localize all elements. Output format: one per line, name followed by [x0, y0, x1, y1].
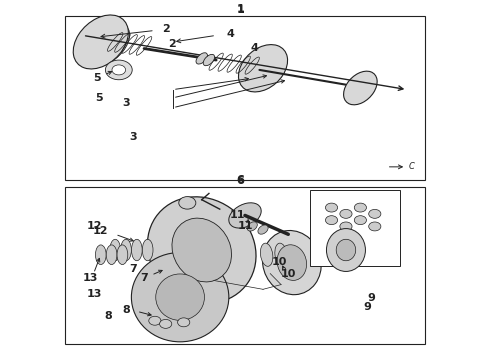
Text: 6: 6 — [236, 176, 244, 186]
Ellipse shape — [229, 203, 261, 228]
Text: 12: 12 — [93, 226, 108, 236]
Text: 4: 4 — [251, 43, 259, 53]
Ellipse shape — [368, 210, 381, 218]
Ellipse shape — [105, 60, 132, 80]
Ellipse shape — [149, 316, 161, 325]
Ellipse shape — [172, 218, 231, 282]
Text: 10: 10 — [271, 257, 287, 267]
Ellipse shape — [131, 252, 229, 342]
Text: 9: 9 — [364, 302, 371, 312]
Text: 5: 5 — [94, 73, 101, 83]
Ellipse shape — [263, 230, 321, 295]
Text: 2: 2 — [168, 39, 176, 49]
Ellipse shape — [340, 222, 352, 231]
Bar — [65, 16, 425, 180]
Text: 3: 3 — [129, 132, 137, 142]
Text: 13: 13 — [86, 289, 101, 299]
Ellipse shape — [156, 274, 204, 320]
Ellipse shape — [112, 65, 125, 75]
Text: 1: 1 — [236, 5, 244, 15]
Ellipse shape — [203, 54, 215, 66]
Ellipse shape — [275, 243, 287, 266]
Text: 8: 8 — [122, 305, 130, 315]
Ellipse shape — [354, 203, 367, 212]
Text: 12: 12 — [86, 221, 102, 231]
Text: 1: 1 — [236, 4, 244, 14]
Ellipse shape — [131, 239, 142, 261]
Ellipse shape — [277, 245, 307, 280]
Text: C: C — [409, 162, 415, 171]
Ellipse shape — [325, 203, 338, 212]
Ellipse shape — [179, 197, 196, 209]
Text: 11: 11 — [230, 211, 245, 220]
Ellipse shape — [160, 319, 172, 328]
Ellipse shape — [121, 239, 131, 261]
Ellipse shape — [368, 222, 381, 231]
Text: 2: 2 — [162, 24, 170, 34]
Ellipse shape — [239, 45, 288, 92]
Ellipse shape — [177, 318, 190, 327]
Ellipse shape — [106, 245, 117, 265]
Ellipse shape — [117, 245, 128, 265]
Ellipse shape — [260, 243, 273, 266]
Text: 4: 4 — [227, 29, 235, 39]
Text: 9: 9 — [368, 293, 376, 303]
Text: 11: 11 — [237, 221, 253, 231]
Text: 7: 7 — [140, 273, 148, 283]
Text: 8: 8 — [105, 311, 112, 321]
Ellipse shape — [336, 239, 356, 261]
Text: 7: 7 — [129, 264, 137, 274]
Ellipse shape — [343, 71, 377, 105]
Ellipse shape — [326, 229, 366, 271]
Text: 5: 5 — [95, 93, 102, 103]
Text: 13: 13 — [82, 273, 98, 283]
Ellipse shape — [325, 216, 338, 225]
Bar — [65, 187, 425, 344]
Bar — [310, 190, 400, 266]
Ellipse shape — [258, 225, 268, 234]
Ellipse shape — [86, 24, 130, 66]
Ellipse shape — [142, 239, 153, 261]
Ellipse shape — [196, 53, 207, 64]
Text: 10: 10 — [281, 269, 296, 279]
Ellipse shape — [247, 222, 257, 231]
Ellipse shape — [340, 210, 352, 218]
Ellipse shape — [354, 216, 367, 225]
Ellipse shape — [96, 245, 106, 265]
Ellipse shape — [73, 15, 128, 69]
Ellipse shape — [147, 197, 256, 303]
Text: 6: 6 — [236, 175, 244, 185]
Ellipse shape — [110, 239, 121, 261]
Text: 3: 3 — [122, 98, 130, 108]
